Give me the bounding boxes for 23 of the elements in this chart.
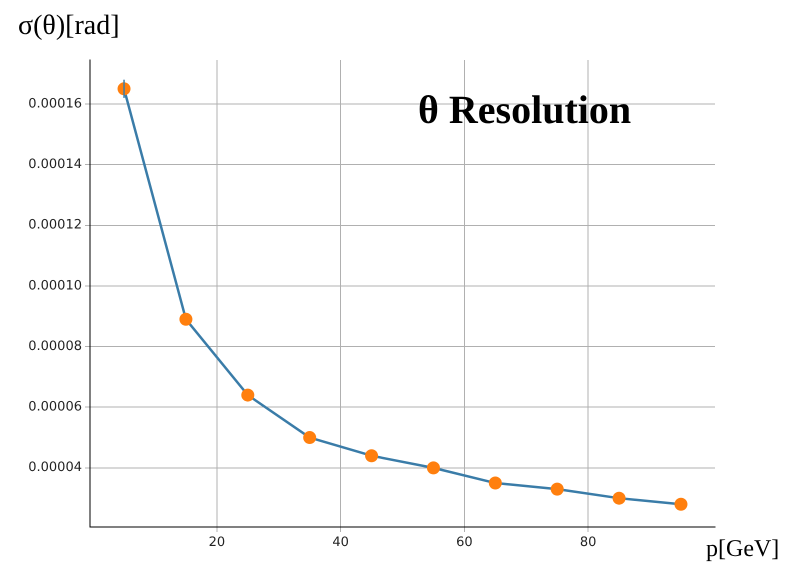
y-tick-label: 0.00006	[28, 400, 82, 415]
y-tick-label: 0.00012	[28, 218, 82, 233]
x-axis-title: p[GeV]	[706, 536, 780, 563]
y-tick-label: 0.00004	[28, 460, 82, 476]
y-tick-label: 0.00016	[28, 96, 82, 112]
y-tick-label: 0.00008	[28, 338, 82, 354]
y-axis-title: σ(θ)[rad]	[18, 10, 120, 42]
x-tick-label: 60	[456, 535, 473, 550]
x-tick-label: 20	[208, 535, 226, 550]
point	[426, 461, 440, 474]
x-tick-label: 80	[580, 535, 596, 550]
point	[179, 312, 192, 326]
text: θ Resolution	[418, 86, 632, 133]
x-tick-label: 40	[332, 535, 349, 550]
point	[612, 492, 626, 505]
point	[365, 449, 378, 462]
point	[674, 498, 688, 511]
y-tick-label: 0.00010	[28, 278, 82, 294]
point	[488, 476, 502, 490]
point	[550, 482, 564, 496]
point	[303, 431, 316, 444]
point	[241, 388, 254, 402]
y-tick-label: 0.00014	[28, 156, 82, 172]
